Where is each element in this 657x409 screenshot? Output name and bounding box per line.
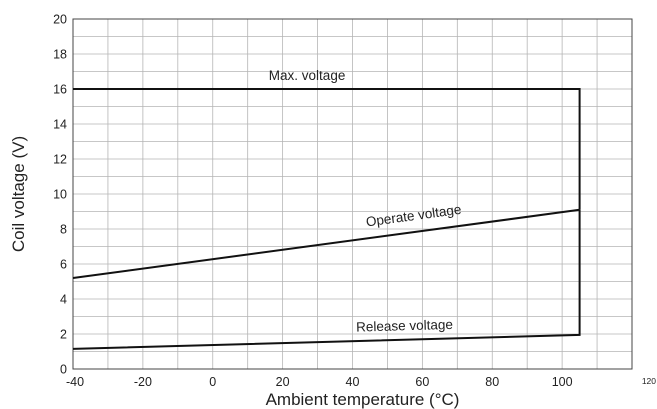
annotations: Max. voltage Operate voltage Release volta… — [269, 68, 462, 335]
series-label: Release voltage — [356, 317, 453, 335]
y-tick-label: 0 — [60, 363, 67, 377]
y-tick-label: 20 — [53, 13, 67, 27]
y-tick-label: 2 — [60, 328, 67, 342]
x-tick-label: 0 — [209, 375, 216, 389]
series-line-0 — [73, 88, 581, 210]
series-label: Max. voltage — [269, 68, 346, 83]
x-tick-label: 100 — [552, 375, 573, 389]
y-tick-label: 14 — [53, 118, 67, 132]
grid — [72, 18, 633, 370]
y-tick-label: 4 — [60, 293, 67, 307]
series-group — [72, 88, 581, 350]
y-tick-label: 18 — [53, 48, 67, 62]
x-tick-labels: -40 -20 0 20 40 60 80 100 120 — [66, 375, 656, 389]
y-tick-label: 6 — [60, 258, 67, 272]
y-axis-title: Coil voltage (V) — [9, 136, 28, 252]
y-tick-labels: 0 2 4 6 8 10 12 14 16 18 20 — [53, 13, 67, 377]
y-tick-label: 16 — [53, 83, 67, 97]
plot-frame — [72, 18, 633, 370]
x-tick-label: 80 — [485, 375, 499, 389]
x-axis-title: Ambient temperature (°C) — [266, 390, 460, 409]
plot-border — [72, 18, 633, 370]
x-tick-label: 120 — [642, 376, 656, 386]
x-tick-label: -40 — [66, 375, 84, 389]
x-tick-label: 60 — [415, 375, 429, 389]
series-line-1 — [72, 208, 580, 279]
x-tick-label: 20 — [276, 375, 290, 389]
y-tick-label: 12 — [53, 153, 67, 167]
y-tick-label: 10 — [53, 188, 67, 202]
series-label: Operate voltage — [365, 202, 462, 230]
series-line-2 — [72, 209, 581, 350]
y-tick-label: 8 — [60, 223, 67, 237]
x-tick-label: 40 — [346, 375, 360, 389]
x-tick-label: -20 — [134, 375, 152, 389]
